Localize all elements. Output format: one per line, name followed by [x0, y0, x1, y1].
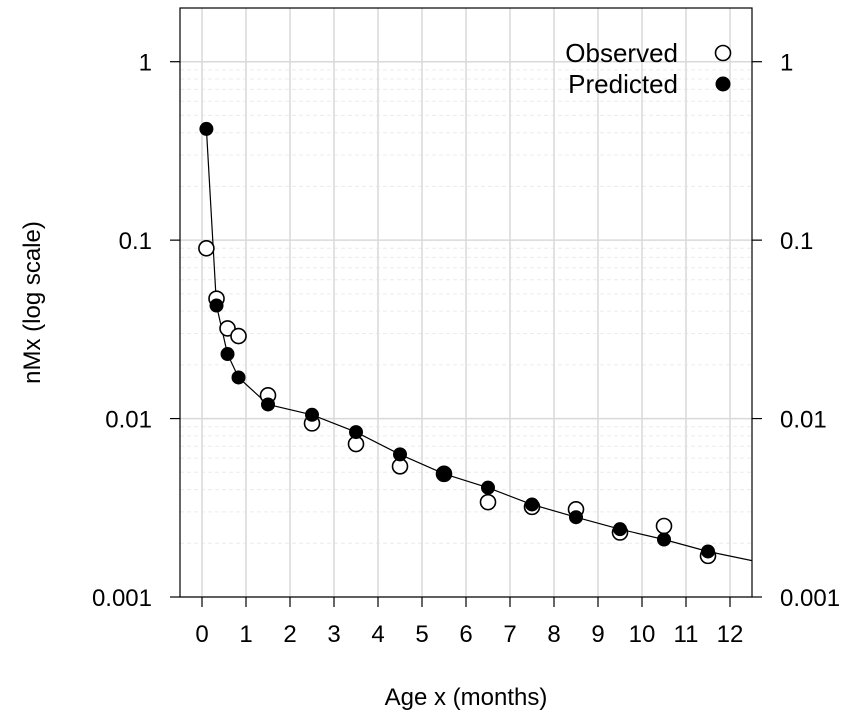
legend: Observed Predicted [565, 38, 732, 99]
predicted-point [199, 121, 214, 136]
observed-point [655, 517, 673, 535]
predicted-point [613, 522, 627, 537]
observed-point [479, 493, 497, 511]
predicted-point [261, 397, 275, 412]
y-tick-label-left: 0.01 [105, 407, 152, 434]
predicted-point [701, 544, 715, 559]
fitted-curve-line [205, 128, 752, 562]
y-axis-label: nMx (log scale) [19, 221, 46, 384]
predicted-point [437, 466, 451, 481]
x-tick-label: 12 [717, 621, 744, 648]
gridlines [180, 7, 752, 598]
legend-label-observed: Observed [565, 38, 678, 68]
observed-point [230, 327, 247, 345]
axis-ticks [170, 61, 762, 607]
predicted-point [525, 497, 539, 512]
x-tick-label: 9 [591, 621, 604, 648]
x-tick-label: 6 [459, 621, 472, 648]
legend-marker-observed [714, 44, 732, 62]
observed-point [198, 240, 215, 257]
y-tick-label-right: 1 [780, 50, 793, 77]
y-tick-label-right: 0.01 [780, 407, 827, 434]
predicted-point [657, 532, 671, 547]
predicted-point [569, 510, 583, 525]
y-tick-label-left: 1 [139, 50, 152, 77]
data-points [198, 121, 717, 565]
x-tick-label: 2 [283, 621, 296, 648]
predicted-point [209, 298, 224, 313]
x-tick-label: 10 [629, 621, 656, 648]
x-tick-label: 8 [547, 621, 560, 648]
predicted-point [393, 447, 407, 462]
y-tick-label-left: 0.1 [119, 228, 152, 255]
y-tick-label-left: 0.001 [92, 585, 152, 612]
legend-label-predicted: Predicted [568, 69, 678, 99]
x-tick-label: 0 [195, 621, 208, 648]
y-tick-label-right: 0.001 [780, 585, 840, 612]
x-tick-label: 3 [327, 621, 340, 648]
predicted-point [220, 347, 235, 362]
predicted-point [305, 407, 319, 422]
predicted-point [481, 480, 495, 495]
fitted-curve-layer [205, 128, 752, 562]
predicted-point [231, 370, 246, 385]
x-tick-label: 5 [415, 621, 428, 648]
x-tick-label: 7 [503, 621, 516, 648]
y-tick-label-right: 0.1 [780, 228, 813, 255]
predicted-point [349, 425, 363, 440]
x-tick-label: 4 [371, 621, 384, 648]
x-axis-label: Age x (months) [385, 684, 548, 711]
x-tick-label: 1 [239, 621, 252, 648]
legend-marker-predicted [715, 76, 731, 92]
x-tick-label: 11 [674, 621, 699, 648]
